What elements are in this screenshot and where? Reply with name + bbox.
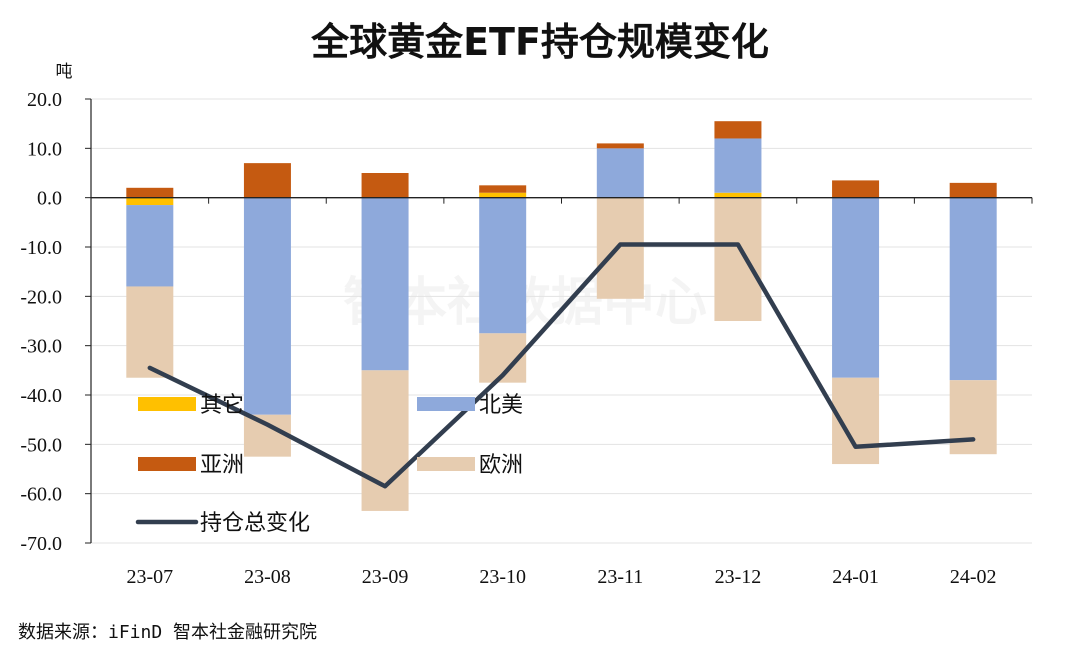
bar-23-09-3 xyxy=(361,370,409,511)
y-tick-label: -60.0 xyxy=(20,484,62,506)
bar-23-07-0 xyxy=(126,197,174,206)
source-note: 数据来源：iFinD 智本社金融研究院 xyxy=(18,622,317,643)
legend-swatch-2 xyxy=(138,457,196,471)
bar-23-08-2 xyxy=(243,163,291,198)
x-tick-label: 23-07 xyxy=(126,566,173,588)
bar-23-09-2 xyxy=(361,173,409,198)
legend-label-1: 北美 xyxy=(479,393,523,418)
bar-23-12-0 xyxy=(714,192,762,198)
legend-swatch-3 xyxy=(417,457,475,471)
bar-23-10-0 xyxy=(479,192,527,198)
x-tick-label: 23-11 xyxy=(597,566,643,588)
bar-23-11-2 xyxy=(596,143,644,149)
bar-23-08-3 xyxy=(243,414,291,457)
legend-label-2: 亚洲 xyxy=(200,453,244,478)
line-series-total xyxy=(147,242,976,489)
bar-24-02-1 xyxy=(949,197,997,381)
total-change-line xyxy=(147,242,976,489)
y-axis-unit: 吨 xyxy=(56,62,73,82)
bar-23-11-1 xyxy=(596,148,644,198)
bar-23-10-2 xyxy=(479,185,527,193)
bars xyxy=(126,121,997,511)
bar-23-12-2 xyxy=(714,121,762,139)
y-tick-label: 10.0 xyxy=(27,138,62,160)
chart-title: 全球黄金ETF持仓规模变化 xyxy=(310,20,769,64)
bar-23-07-2 xyxy=(126,187,174,198)
y-tick-label: -30.0 xyxy=(20,336,62,358)
y-tick-label: -70.0 xyxy=(20,533,62,555)
bar-23-07-3 xyxy=(126,286,174,378)
bar-23-12-3 xyxy=(714,197,762,321)
bar-23-08-1 xyxy=(243,197,291,415)
y-tick-label: -40.0 xyxy=(20,385,62,407)
tick-labels: 20.0 10.0 0.0 -10.0 -20.0 -30.0 -40.0 -50.0 -60.… xyxy=(20,89,996,588)
x-tick-label: 24-01 xyxy=(832,566,879,588)
bar-23-11-3 xyxy=(596,197,644,299)
y-tick-label: 20.0 xyxy=(27,89,62,111)
legend-label-0: 其它 xyxy=(200,393,244,418)
y-tick-label: -20.0 xyxy=(20,286,62,308)
y-tick-label: -50.0 xyxy=(20,434,62,456)
x-tick-label: 23-09 xyxy=(362,566,409,588)
x-tick-label: 24-02 xyxy=(950,566,997,588)
bar-24-01-2 xyxy=(832,180,880,198)
y-tick-label: 0.0 xyxy=(37,188,62,210)
x-tick-label: 23-08 xyxy=(244,566,291,588)
legend-label-4: 持仓总变化 xyxy=(200,511,310,536)
bar-23-12-1 xyxy=(714,138,762,193)
x-tick-label: 23-10 xyxy=(479,566,526,588)
legend-label-3: 欧洲 xyxy=(479,453,523,478)
bar-24-01-1 xyxy=(832,197,880,378)
bar-24-02-3 xyxy=(949,380,997,455)
axes xyxy=(85,98,1033,544)
bar-23-10-1 xyxy=(479,197,527,334)
bar-23-07-1 xyxy=(126,205,174,287)
y-tick-label: -10.0 xyxy=(20,237,62,259)
x-tick-label: 23-12 xyxy=(715,566,762,588)
bar-24-02-2 xyxy=(949,182,997,198)
bar-23-09-1 xyxy=(361,197,409,371)
legend-swatch-1 xyxy=(417,397,475,411)
legend-swatch-0 xyxy=(138,397,196,411)
